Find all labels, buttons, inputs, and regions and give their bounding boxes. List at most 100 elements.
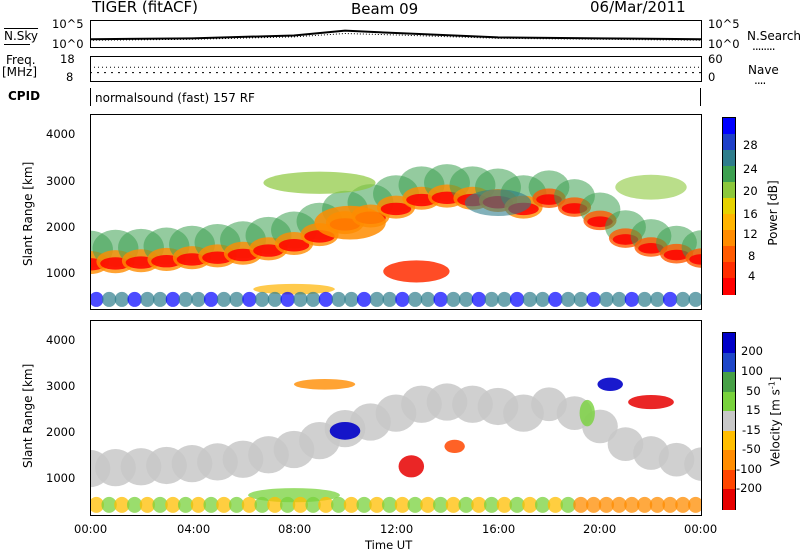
velocity-ground-clutter <box>407 496 423 513</box>
velocity-ytick-4000: 4000 <box>46 333 76 347</box>
power-ground-clutter <box>140 291 155 307</box>
velocity-ground-clutter <box>624 496 640 513</box>
power-ground-clutter <box>178 291 193 307</box>
colorbar-cell <box>723 391 735 413</box>
power-ground-clutter <box>331 291 346 307</box>
freq-left-tick-bottom: 8 <box>66 70 74 84</box>
colorbar-cell <box>723 166 735 183</box>
xtick-0000: 00:00 <box>74 522 108 536</box>
power-ground-clutter <box>242 291 257 307</box>
velocity-ground-clutter <box>330 496 347 513</box>
velocity-ground-clutter <box>165 496 181 513</box>
power-ground-clutter <box>407 291 423 307</box>
velocity-band <box>684 447 702 481</box>
power-ground-clutter <box>420 291 436 307</box>
noise-left-tick-bottom: 10^0 <box>52 37 84 51</box>
nsky-label: N.Sky <box>4 29 39 43</box>
power-ground-clutter <box>599 291 614 307</box>
power-ground-clutter <box>662 291 678 307</box>
power-ground-clutter <box>458 291 474 307</box>
power-upper-patch-2200 <box>615 174 687 200</box>
velocity-ground-clutter <box>509 496 525 513</box>
cpid-panel: normalsound (fast) 157 RF <box>90 88 701 106</box>
velocity-plot-frame <box>90 320 702 516</box>
power-cbar-tick-20: 20 <box>743 184 758 198</box>
velocity-ground-clutter <box>585 496 602 513</box>
power-patch-1000 <box>314 205 386 240</box>
power-ground-clutter <box>675 291 691 307</box>
cpid-label: CPID <box>8 89 41 103</box>
nsky-series-line <box>90 29 702 41</box>
power-ground-clutter <box>688 291 702 307</box>
power-ground-clutter <box>497 291 512 307</box>
velocity-ground-clutter <box>420 496 436 513</box>
colorbar-cell <box>723 182 735 199</box>
power-ylabel: Slant Range [km] <box>21 161 35 266</box>
nave-legend-line: .... <box>754 73 766 87</box>
xtick-1200: 12:00 <box>380 522 414 536</box>
power-ground-clutter <box>356 291 372 307</box>
power-ground-clutter <box>446 291 461 307</box>
velocity-ground-clutter <box>675 496 691 513</box>
power-plot <box>90 114 702 310</box>
power-cbar-tick-16: 16 <box>743 207 758 221</box>
velocity-ground-clutter <box>152 496 168 513</box>
velocity-ground-clutter <box>458 496 474 513</box>
power-cbar-label: Power [dB] <box>766 180 780 246</box>
colorbar-cell <box>723 214 735 231</box>
power-ground-clutter <box>560 291 576 307</box>
velocity-ground-clutter <box>267 496 283 513</box>
beam-label: Beam 09 <box>351 0 419 18</box>
colorbar-cell <box>723 469 735 491</box>
velocity-ground-clutter <box>445 496 462 513</box>
velocity-ground-clutter <box>139 496 156 513</box>
velocity-ylabel: Slant Range [km] <box>21 363 35 468</box>
power-ground-clutter <box>101 291 117 307</box>
power-ground-clutter <box>484 291 499 307</box>
velocity-ground-clutter <box>228 496 245 513</box>
velocity-ytick-3000: 3000 <box>46 379 76 393</box>
power-plot-frame <box>90 114 702 310</box>
velocity-orange-upper <box>294 378 356 390</box>
power-ground-clutter <box>395 291 410 307</box>
velocity-cbar-tick-m15: -15 <box>742 423 761 437</box>
velocity-ground-clutter <box>114 496 130 513</box>
xtick-1600: 16:00 <box>482 522 516 536</box>
colorbar-cell <box>723 450 735 471</box>
velocity-cbar-tick-200: 200 <box>741 344 763 358</box>
velocity-ground-clutter <box>432 496 449 513</box>
colorbar-cell <box>723 411 735 432</box>
power-upper-patch <box>263 171 376 194</box>
velocity-cbar-label: Velocity [m s-1] <box>768 367 783 477</box>
velocity-ground-clutter <box>662 496 678 513</box>
colorbar-cell <box>723 489 735 510</box>
velocity-ground-clutter <box>394 496 411 513</box>
power-ground-clutter <box>535 291 550 307</box>
power-patch-1300 <box>383 260 450 283</box>
xtick-2400: 00:00 <box>684 522 718 536</box>
noise-right-tick-top: 10^5 <box>708 17 740 31</box>
velocity-ground-clutter <box>126 496 143 513</box>
power-ground-clutter <box>369 291 385 307</box>
power-ytick-1000: 1000 <box>46 266 76 280</box>
power-ground-clutter <box>114 291 130 307</box>
velocity-cbar-tick-m100: -100 <box>736 462 763 476</box>
velocity-ground-clutter <box>101 496 117 513</box>
velocity-ground-clutter <box>547 496 564 513</box>
velocity-cbar-label-main: Velocity [m s <box>768 389 783 467</box>
power-colorbar <box>722 117 736 295</box>
power-ground-clutter <box>650 291 665 307</box>
power-ground-clutter <box>165 291 181 307</box>
freq-right-tick-top: 60 <box>708 52 723 66</box>
cpid-program: normalsound (fast) 157 RF <box>95 91 255 105</box>
power-ground-clutter <box>127 291 142 307</box>
velocity-ground-clutter <box>636 496 653 513</box>
date-label: 06/Mar/2011 <box>590 0 686 16</box>
power-patch-1600 <box>464 189 532 216</box>
velocity-ground-clutter <box>305 496 321 513</box>
power-cbar-tick-28: 28 <box>743 138 758 152</box>
velocity-cbar-tick-m50: -50 <box>742 442 761 456</box>
colorbar-cell <box>723 352 735 373</box>
power-ground-clutter <box>254 291 270 307</box>
colorbar-cell <box>723 118 735 135</box>
